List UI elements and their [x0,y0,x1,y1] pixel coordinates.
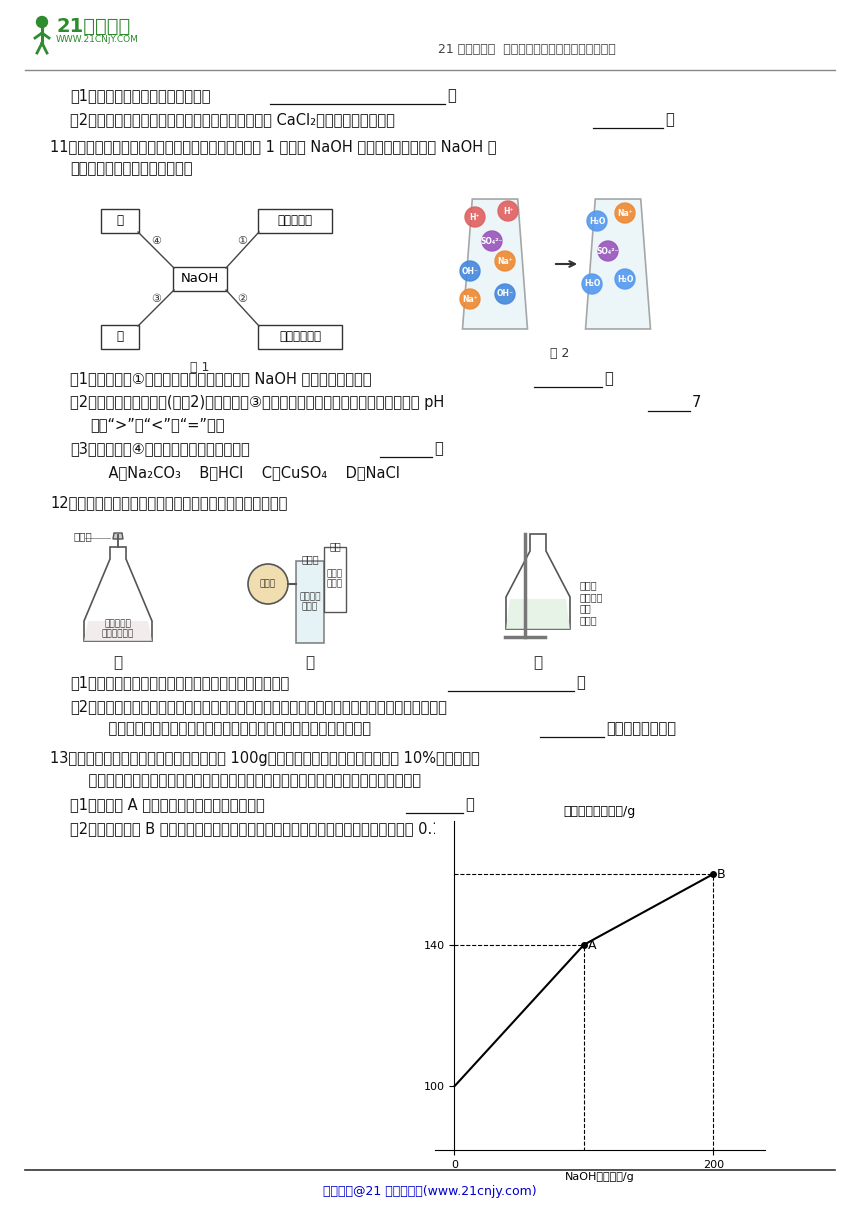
Text: 玻璃管: 玻璃管 [301,554,319,564]
Circle shape [582,274,602,294]
Text: 21 世纪教育网  －中小学教育资源及组卷应用平台: 21 世纪教育网 －中小学教育资源及组卷应用平台 [438,43,616,56]
Text: 碳酸钓
饥和溶液: 碳酸钓 饥和溶液 [580,580,604,602]
Circle shape [587,212,607,231]
Text: （1）乙实验中滴加氮氧化钓溶液后，可观察到的现象是: （1）乙实验中滴加氮氧化钓溶液后，可观察到的现象是 [70,675,289,689]
Text: OH⁻: OH⁻ [496,289,513,298]
Circle shape [36,17,47,28]
Circle shape [615,203,635,223]
Text: Na⁺: Na⁺ [617,208,633,218]
Text: B: B [717,868,726,882]
Circle shape [495,285,515,304]
Text: 21世纪教育: 21世纪教育 [56,17,130,36]
Text: （2）实验结束后，同学们将甲、乙、丙三个实验的废液倒入同一个干净的废液缸中，最终看到废: （2）实验结束后，同学们将甲、乙、丙三个实验的废液倒入同一个干净的废液缸中，最终… [70,699,447,714]
Text: Na⁺: Na⁺ [462,294,478,304]
Text: SO₄²⁻: SO₄²⁻ [597,247,619,255]
Text: 澄清
石灰水: 澄清 石灰水 [580,603,598,625]
FancyBboxPatch shape [101,325,139,349]
Text: 盐: 盐 [116,214,124,227]
Text: ；: ； [576,675,585,689]
Polygon shape [506,534,570,629]
Text: 非金属氧化物: 非金属氧化物 [279,331,321,343]
Text: H⁺: H⁺ [503,207,513,215]
Text: ④: ④ [151,236,161,246]
Text: Na⁺: Na⁺ [497,257,513,265]
Text: （3）如果反应④能够发生，你选择的物质是: （3）如果反应④能够发生，你选择的物质是 [70,441,249,456]
Text: 橡皮球: 橡皮球 [260,580,276,589]
Text: （1）打开止水夺后观察到的现象是: （1）打开止水夺后观察到的现象是 [70,88,211,103]
Text: （2）反应后将集气瓶中混合物过滤，所得溶液中除 CaCl₂外，还存在的溶质有: （2）反应后将集气瓶中混合物过滤，所得溶液中除 CaCl₂外，还存在的溶质有 [70,112,395,126]
Text: 四类物质能够发生化学反应）。: 四类物质能够发生化学反应）。 [70,161,193,176]
Circle shape [460,289,480,309]
Polygon shape [113,533,123,539]
Text: 酸: 酸 [116,331,124,343]
Text: （2）小明用微观示意图(如图2)来说明反应③的发生，从该图可以看出，反应后的溶液 pH: （2）小明用微观示意图(如图2)来说明反应③的发生，从该图可以看出，反应后的溶液… [70,395,445,410]
Text: ③: ③ [151,294,161,304]
FancyBboxPatch shape [296,561,324,643]
Text: ①: ① [237,236,248,246]
Text: 滴有酚酮的
氮氧化钓溶液: 滴有酚酮的 氮氧化钓溶液 [101,619,134,638]
Text: （2）计算反应至 B 点时锥形瓶内所得溶液的溶质质量分数为多少？（计算结果保留至 0.1%）: （2）计算反应至 B 点时锥形瓶内所得溶液的溶质质量分数为多少？（计算结果保留至… [70,821,464,837]
Circle shape [598,241,618,261]
Text: 稀盐酸: 稀盐酸 [73,531,92,541]
Text: ；: ； [447,88,456,103]
Circle shape [465,207,485,227]
Text: A、Na₂CO₃    B、HCl    C、CuSO₄    D、NaCl: A、Na₂CO₃ B、HCl C、CuSO₄ D、NaCl [90,465,400,480]
Text: （填“>”、“<”或“=”）；: （填“>”、“<”或“=”）； [90,417,224,432]
Text: 针筒: 针筒 [329,541,341,551]
Title: 锥形瓶内溶液质量/g: 锥形瓶内溶液质量/g [564,805,636,818]
Circle shape [248,564,288,604]
Text: OH⁻: OH⁻ [462,266,478,276]
Polygon shape [84,547,152,641]
FancyBboxPatch shape [324,547,346,612]
Text: （1）验证反应①，小明将无色酚酮试液滴入 NaOH 溶液中，溶液变成: （1）验证反应①，小明将无色酚酮试液滴入 NaOH 溶液中，溶液变成 [70,371,372,385]
Text: 氮氧化钓
浓溶液: 氮氧化钓 浓溶液 [299,592,321,612]
Text: H⁺: H⁺ [470,213,480,221]
Text: 酸碱指示剂: 酸碱指示剂 [278,214,312,227]
Polygon shape [506,599,570,629]
Text: H₂O: H₂O [589,216,605,225]
Circle shape [615,269,635,289]
Text: ；: ； [604,371,612,385]
Text: 11．归纳总结是学习化学的重要方法，小明同学用图 1 总结了 NaOH 的四条化学性质（即 NaOH 与: 11．归纳总结是学习化学的重要方法，小明同学用图 1 总结了 NaOH 的四条化… [50,139,496,154]
Polygon shape [84,621,152,641]
Text: 丙: 丙 [533,655,543,670]
Text: SO₄²⁻: SO₄²⁻ [481,236,503,246]
Polygon shape [463,199,527,330]
X-axis label: NaOH溶液质量/g: NaOH溶液质量/g [565,1172,635,1182]
Text: 二氧化
碳气体: 二氧化 碳气体 [327,569,343,589]
Text: H₂O: H₂O [617,275,633,283]
Text: NaOH: NaOH [181,272,219,286]
Text: 甲: 甲 [114,655,123,670]
Text: ；: ； [465,796,474,812]
Text: 溶液，锥形瓶内溶液质量与滴入的氮氧化钓溶液的质量的变化关系如图所示。请计算：: 溶液，锥形瓶内溶液质量与滴入的氮氧化钓溶液的质量的变化关系如图所示。请计算： [70,773,421,788]
Text: 液浑浊并呈红色，则废液中一定含有的物质：碳酸钓、指示剂、水和: 液浑浊并呈红色，则废液中一定含有的物质：碳酸钓、指示剂、水和 [90,721,371,736]
Text: 。: 。 [665,112,673,126]
Text: 7: 7 [692,395,702,410]
Circle shape [460,261,480,281]
Text: 图 1: 图 1 [190,361,210,375]
Text: WWW.21CNjY.COM: WWW.21CNjY.COM [56,35,138,44]
FancyBboxPatch shape [101,209,139,233]
Text: 。: 。 [434,441,443,456]
Text: 13．某锥形瓶盛有盐酸和氯化铜的混合溶液 100g，向其中逐滴加入溶质质量分数为 10%的氮氧化钓: 13．某锥形瓶盛有盐酸和氯化铜的混合溶液 100g，向其中逐滴加入溶质质量分数为… [50,751,480,766]
FancyBboxPatch shape [258,325,342,349]
Text: （1）反应至 A 点时加入氮氧化钓溶液的质量为: （1）反应至 A 点时加入氮氧化钓溶液的质量为 [70,796,265,812]
Text: ②: ② [237,294,248,304]
Circle shape [495,250,515,271]
Circle shape [498,201,518,221]
Text: 乙: 乙 [305,655,315,670]
Text: 图 2: 图 2 [550,347,569,360]
Polygon shape [586,199,650,330]
Text: （写物质名称）。: （写物质名称）。 [606,721,676,736]
FancyBboxPatch shape [258,209,332,233]
Text: A: A [587,939,596,952]
Circle shape [482,231,502,250]
Text: 版权所有@21 世纪教育网(www.21cnjy.com): 版权所有@21 世纪教育网(www.21cnjy.com) [323,1186,537,1198]
FancyBboxPatch shape [173,268,227,291]
Text: H₂O: H₂O [584,280,600,288]
Text: 12．同学们在学习碱的化学性质时，进行了如图所示的实验: 12．同学们在学习碱的化学性质时，进行了如图所示的实验 [50,495,287,510]
